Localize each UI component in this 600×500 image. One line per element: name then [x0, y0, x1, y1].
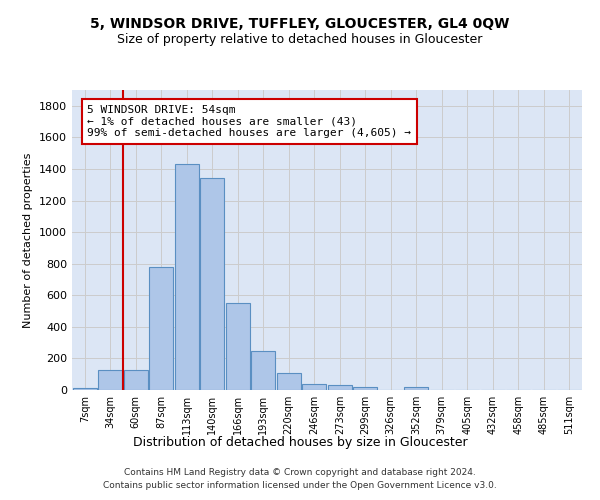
Bar [353, 387, 377, 390]
Bar [277, 372, 301, 390]
Text: Distribution of detached houses by size in Gloucester: Distribution of detached houses by size … [133, 436, 467, 449]
Bar [328, 386, 352, 390]
Bar [226, 303, 250, 390]
Bar [302, 384, 326, 390]
Bar [98, 370, 122, 390]
Text: Contains HM Land Registry data © Crown copyright and database right 2024.: Contains HM Land Registry data © Crown c… [124, 468, 476, 477]
Bar [149, 267, 173, 390]
Bar [200, 178, 224, 390]
Bar [251, 350, 275, 390]
Bar [175, 164, 199, 390]
Y-axis label: Number of detached properties: Number of detached properties [23, 152, 34, 328]
Text: 5, WINDSOR DRIVE, TUFFLEY, GLOUCESTER, GL4 0QW: 5, WINDSOR DRIVE, TUFFLEY, GLOUCESTER, G… [91, 18, 509, 32]
Bar [404, 387, 428, 390]
Bar [124, 370, 148, 390]
Text: Contains public sector information licensed under the Open Government Licence v3: Contains public sector information licen… [103, 480, 497, 490]
Text: 5 WINDSOR DRIVE: 54sqm
← 1% of detached houses are smaller (43)
99% of semi-deta: 5 WINDSOR DRIVE: 54sqm ← 1% of detached … [88, 105, 412, 138]
Bar [73, 388, 97, 390]
Text: Size of property relative to detached houses in Gloucester: Size of property relative to detached ho… [118, 32, 482, 46]
